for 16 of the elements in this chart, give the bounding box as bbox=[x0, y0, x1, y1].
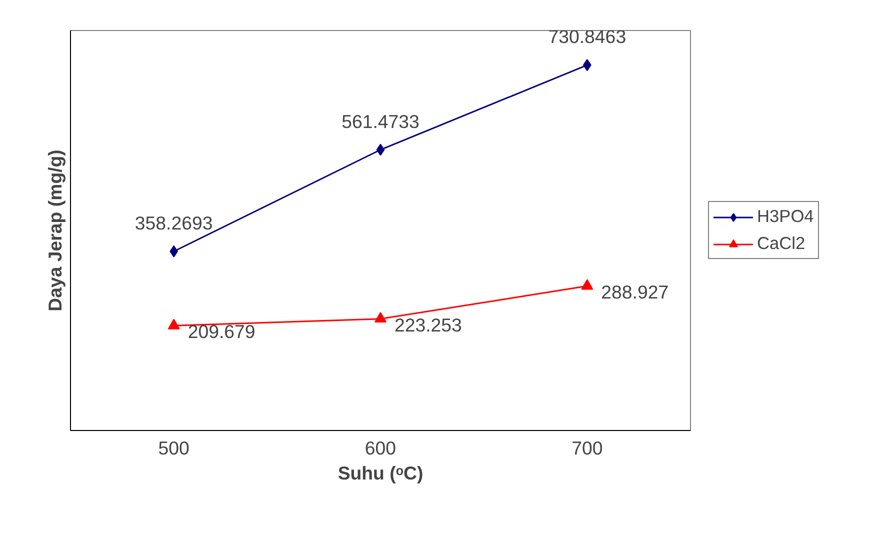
data-label: 209.679 bbox=[188, 321, 256, 342]
data-label: 358.2693 bbox=[134, 212, 213, 234]
point bbox=[168, 318, 180, 330]
data-label: 223.253 bbox=[394, 314, 462, 336]
legend-label: CaCl2 bbox=[757, 233, 806, 254]
x-axis-title: Suhu (ᵒC) bbox=[338, 462, 424, 484]
data-label: 288.927 bbox=[601, 282, 669, 303]
x-tick-label: 500 bbox=[158, 438, 190, 458]
point bbox=[376, 144, 385, 156]
data-label: 561.4733 bbox=[342, 110, 420, 132]
x-tick-label: 600 bbox=[364, 438, 396, 458]
y-axis-title: Daya Jerap (mg/g) bbox=[44, 150, 66, 312]
point bbox=[581, 279, 594, 290]
point bbox=[374, 312, 386, 323]
x-tick-label: 700 bbox=[572, 438, 603, 458]
legend-label: H3PO4 bbox=[757, 206, 814, 227]
